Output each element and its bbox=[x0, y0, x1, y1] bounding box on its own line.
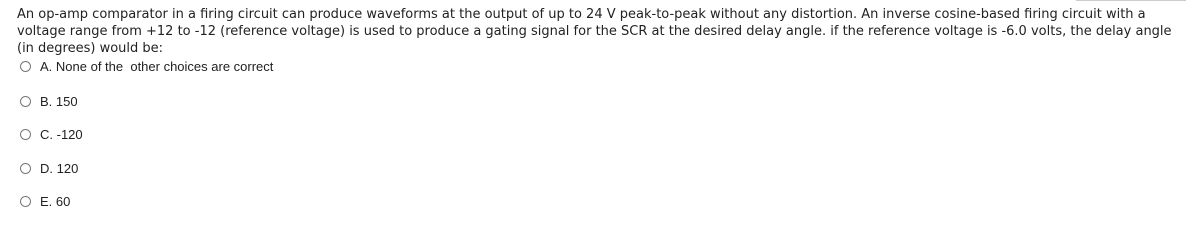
option[interactable]: C. -120 bbox=[20, 127, 83, 142]
option[interactable]: E. 60 bbox=[20, 194, 70, 209]
question-text: An op-amp comparator in a firing circuit… bbox=[17, 7, 1172, 56]
option[interactable]: A. None of the other choices are correct bbox=[20, 59, 273, 74]
divider bbox=[1076, 0, 1186, 1]
page: An op-amp comparator in a firing circuit… bbox=[17, 0, 1186, 209]
radio-button[interactable] bbox=[20, 61, 31, 72]
radio-button[interactable] bbox=[20, 129, 31, 140]
radio-button[interactable] bbox=[20, 163, 31, 174]
option[interactable]: D. 120 bbox=[20, 161, 78, 176]
option-label[interactable]: E. 60 bbox=[40, 194, 71, 209]
option-label[interactable]: B. 150 bbox=[40, 94, 78, 109]
option[interactable]: B. 150 bbox=[20, 94, 78, 109]
radio-button[interactable] bbox=[20, 96, 31, 107]
option-label[interactable]: C. -120 bbox=[40, 127, 83, 142]
option-label[interactable]: A. None of the other choices are correct bbox=[40, 59, 274, 74]
option-label[interactable]: D. 120 bbox=[40, 161, 79, 176]
radio-button[interactable] bbox=[20, 196, 31, 207]
